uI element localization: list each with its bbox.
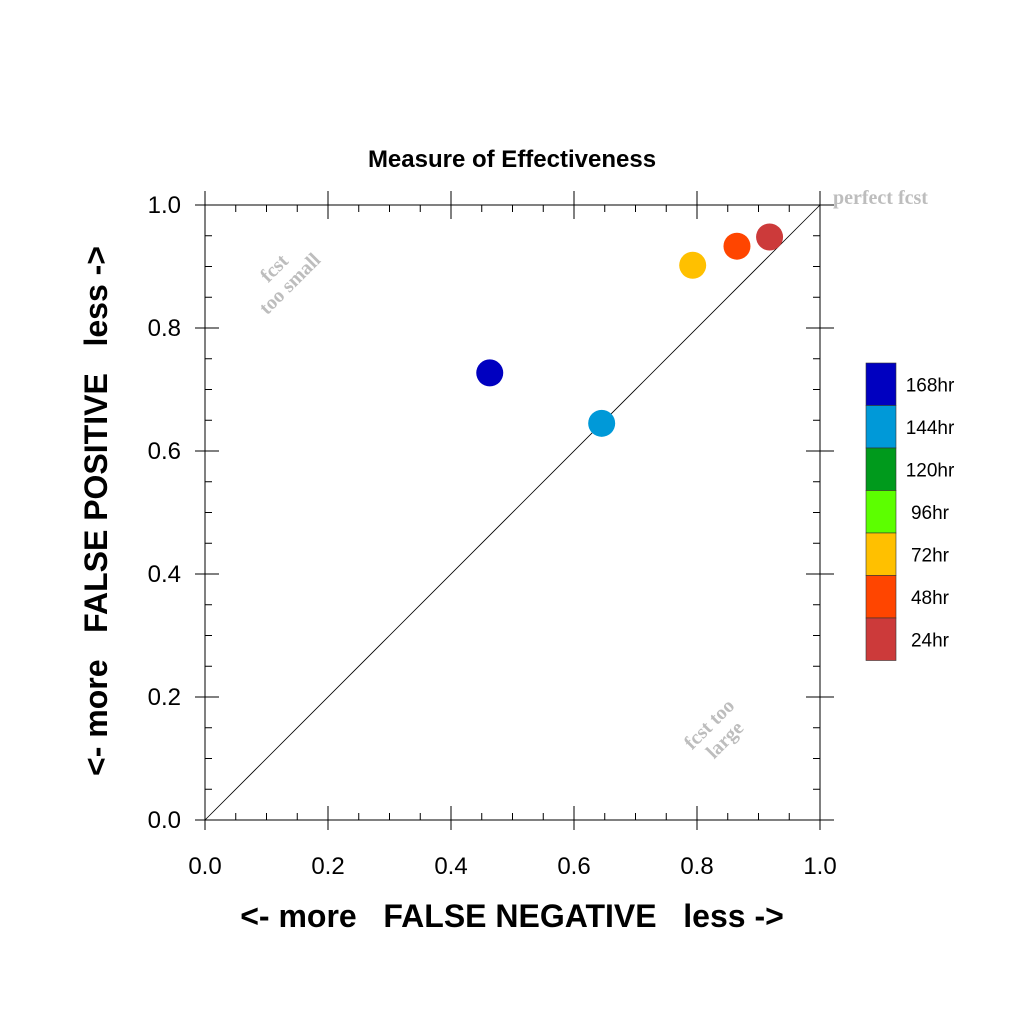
annotation-too-small-line2: too small [255,249,325,319]
x-tick-label: 1.0 [803,853,836,880]
x-tick-label: 0.4 [434,853,467,880]
annotation-fcst-too-small: fcst too small [255,249,325,319]
x-tick-label: 0.0 [188,853,221,880]
legend-label-24hr: 24hr [911,630,950,651]
legend-label-96hr: 96hr [911,503,950,524]
y-tick-label: 0.6 [148,438,181,465]
x-tick-label: 0.2 [311,853,344,880]
legend-swatch-24hr [865,617,897,661]
tick-marks [195,191,834,830]
legend-label-48hr: 48hr [911,588,950,609]
point-24hr [756,223,784,251]
perfect-forecast-diagonal [204,204,821,821]
y-tick-label: 0.4 [148,561,181,588]
legend-swatch-144hr [865,405,897,449]
x-tick-label: 0.6 [557,853,590,880]
point-144hr [588,409,616,437]
legend-label-72hr: 72hr [911,545,950,566]
legend-swatch-168hr [865,362,897,406]
tick-labels: 0.0 0.2 0.4 0.6 0.8 1.0 0.0 0.2 0.4 0.6 0.8 1.0 [148,192,837,880]
annotation-perfect-fcst: perfect fcst [833,187,928,209]
x-axis-label: <- more FALSE NEGATIVE less -> [240,898,784,934]
legend-swatch-96hr [865,490,897,534]
legend-swatch-120hr [865,447,897,491]
point-72hr [679,251,707,279]
y-tick-label: 0.2 [148,684,181,711]
x-tick-label: 0.8 [680,853,713,880]
chart-title: Measure of Effectiveness [368,146,656,173]
point-48hr [723,232,751,260]
y-tick-label: 0.8 [148,315,181,342]
y-tick-label: 0.0 [148,807,181,834]
point-168hr [476,359,504,387]
y-tick-label: 1.0 [148,192,181,219]
legend-swatch-48hr [865,575,897,619]
annotation-fcst-too-large: fcst too large [680,695,748,763]
legend: 168hr 144hr 120hr 96hr 72hr 48hr 24hr [865,362,955,661]
legend-label-120hr: 120hr [906,460,955,481]
legend-label-168hr: 168hr [906,375,955,396]
legend-label-144hr: 144hr [906,418,955,439]
data-points [476,223,784,437]
y-axis-label: <- more FALSE POSITIVE less -> [78,246,114,776]
legend-swatch-72hr [865,532,897,576]
